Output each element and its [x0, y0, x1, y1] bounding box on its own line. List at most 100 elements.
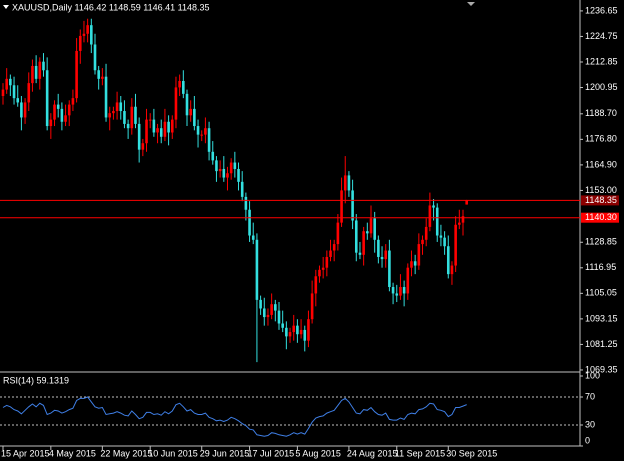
- y-tick-label: 1200.95: [585, 82, 618, 92]
- candle-body: [1, 89, 5, 97]
- candle-body: [42, 61, 45, 71]
- candle-body: [5, 78, 8, 90]
- candle-body: [395, 293, 399, 296]
- candle-body: [16, 98, 20, 103]
- shift-marker: [467, 2, 475, 6]
- candle-body: [318, 269, 321, 277]
- y-tick-label: 1176.80: [585, 134, 617, 144]
- y-tick-label: 1164.90: [585, 159, 617, 169]
- candle-body: [399, 287, 402, 296]
- candle-body: [458, 222, 461, 225]
- candle-body: [465, 200, 468, 205]
- candle-body: [174, 87, 178, 120]
- candle-body: [115, 102, 119, 112]
- candle-body: [450, 265, 454, 275]
- candle-body: [49, 119, 53, 127]
- candle-body: [34, 65, 38, 79]
- candle-body: [60, 108, 64, 122]
- y-tick-label: 0: [585, 435, 590, 445]
- candle-body: [196, 126, 200, 135]
- candle-body: [321, 267, 325, 270]
- candle-body: [454, 224, 457, 266]
- candle-body: [207, 128, 211, 152]
- candle-body: [86, 25, 89, 34]
- candle-body: [432, 205, 435, 208]
- candle-body: [130, 106, 134, 129]
- candle-body: [417, 244, 421, 266]
- candle-body: [262, 308, 266, 318]
- price-label-box: [581, 212, 619, 223]
- candle-body: [443, 237, 446, 247]
- candle-body: [240, 181, 244, 197]
- candle-body: [296, 325, 299, 335]
- candle-body: [366, 231, 369, 234]
- candle-body: [358, 252, 362, 255]
- candle-body: [303, 329, 307, 341]
- candle-body: [134, 106, 137, 124]
- candle-body: [108, 113, 112, 118]
- candle-body: [229, 162, 233, 174]
- y-tick-label: 100: [585, 370, 600, 380]
- candle-body: [204, 128, 207, 135]
- y-tick-label: 1188.70: [585, 108, 617, 118]
- candle-body: [148, 119, 152, 121]
- candle-body: [185, 93, 189, 116]
- candle-body: [170, 119, 174, 133]
- candle-body: [104, 76, 108, 118]
- candle-body: [369, 218, 373, 234]
- candle-body: [178, 80, 181, 88]
- candle-body: [274, 304, 277, 311]
- y-tick-label: 1116.95: [585, 262, 616, 272]
- candle-body: [82, 33, 86, 36]
- candle-body: [277, 310, 281, 324]
- candle-body: [93, 44, 97, 71]
- candle-body: [266, 314, 270, 318]
- x-tick-label: 22 May 2015: [100, 448, 152, 458]
- candle-body: [97, 70, 100, 79]
- x-tick-label: 5 Aug 2015: [295, 448, 341, 458]
- candle-body: [384, 250, 388, 260]
- y-tick-label: 30: [585, 419, 595, 429]
- candle-body: [163, 121, 167, 137]
- candle-body: [343, 175, 347, 191]
- indicator-title: RSI(14) 59.1319: [3, 375, 69, 385]
- x-tick-label: 24 Aug 2015: [347, 448, 398, 458]
- candle-body: [75, 50, 78, 99]
- candle-body: [439, 235, 443, 238]
- chart-title: XAUUSD,Daily 1146.42 1148.59 1146.41 114…: [12, 2, 209, 12]
- candle-body: [233, 162, 237, 169]
- y-tick-label: 1212.85: [585, 56, 618, 66]
- price-label-box: [581, 195, 619, 206]
- candle-body: [248, 209, 251, 236]
- candle-body: [347, 175, 351, 191]
- symbol-menu-icon[interactable]: [3, 5, 9, 9]
- candle-body: [211, 151, 215, 161]
- candle-body: [428, 205, 432, 227]
- candle-body: [126, 123, 130, 129]
- candle-body: [9, 78, 12, 86]
- candle-body: [351, 190, 354, 221]
- candle-body: [380, 256, 384, 260]
- candle-body: [53, 104, 56, 120]
- candle-body: [281, 323, 284, 328]
- x-tick-label: 11 Sep 2015: [395, 448, 445, 458]
- candle-body: [182, 80, 185, 94]
- candle-body: [373, 218, 376, 240]
- candle-body: [23, 102, 27, 118]
- y-tick-label: 1081.25: [585, 339, 618, 349]
- candle-body: [461, 216, 465, 223]
- y-tick-label: 1069.35: [585, 364, 618, 374]
- candle-body: [31, 65, 34, 84]
- candle-body: [67, 104, 71, 116]
- candle-body: [215, 160, 218, 172]
- y-tick-label: 1153.00: [585, 185, 617, 195]
- candle-body: [377, 239, 380, 257]
- candle-body: [237, 168, 240, 182]
- candle-body: [310, 293, 314, 320]
- x-tick-label: 15 Apr 2015: [1, 448, 50, 458]
- x-tick-label: 10 Jun 2015: [148, 448, 198, 458]
- candle-body: [388, 250, 391, 288]
- y-tick-label: 1128.85: [585, 237, 617, 247]
- candle-body: [406, 267, 410, 294]
